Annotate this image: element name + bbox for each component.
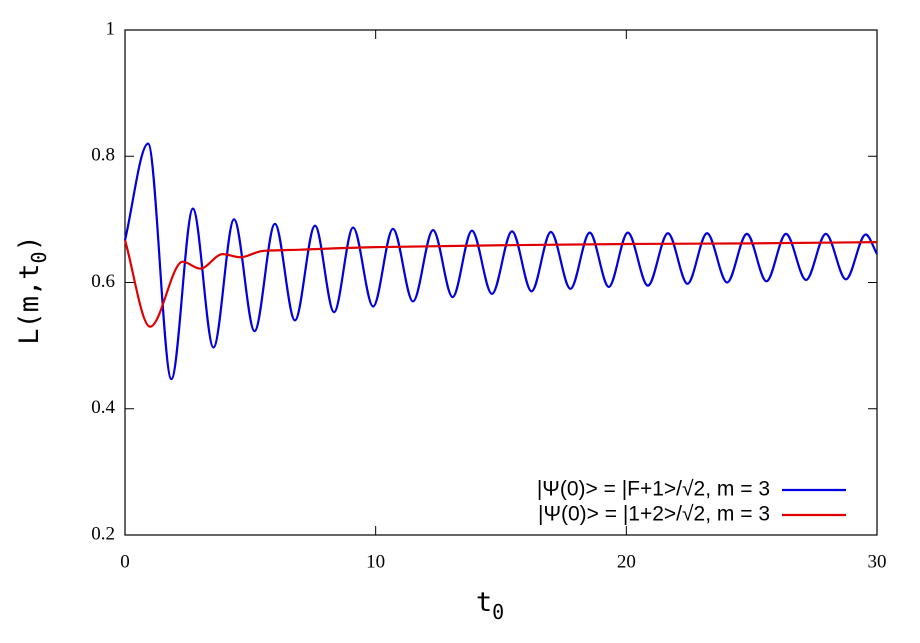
x-tick-label: 30 — [868, 551, 887, 572]
x-tick-label: 10 — [366, 551, 385, 572]
y-tick-label: 1 — [106, 18, 116, 39]
x-axis-label-main: t — [476, 587, 492, 618]
x-tick-label: 0 — [120, 551, 130, 572]
y-tick-label: 0.4 — [91, 397, 115, 418]
y-axis-label-sub: 0 — [27, 251, 51, 263]
legend-label: |Ψ(0)> = |F+1>/√2, m = 3 — [537, 478, 770, 501]
y-axis-label: L(m,t0) — [14, 235, 51, 345]
y-axis-label-main: L(m,t — [14, 264, 45, 345]
y-tick-label: 0.6 — [91, 271, 115, 292]
y-tick-label: 0.8 — [91, 145, 115, 166]
x-tick-label: 20 — [617, 551, 636, 572]
y-tick-label: 0.2 — [91, 523, 115, 544]
series-line — [123, 239, 878, 328]
y-axis-label-end: ) — [14, 235, 45, 251]
legend-label: |Ψ(0)> = |1+2>/√2, m = 3 — [538, 503, 770, 526]
series-line — [123, 142, 878, 381]
x-axis-label: t0 — [476, 587, 504, 624]
x-axis-label-sub: 0 — [492, 600, 504, 624]
plot-frame — [124, 29, 878, 536]
